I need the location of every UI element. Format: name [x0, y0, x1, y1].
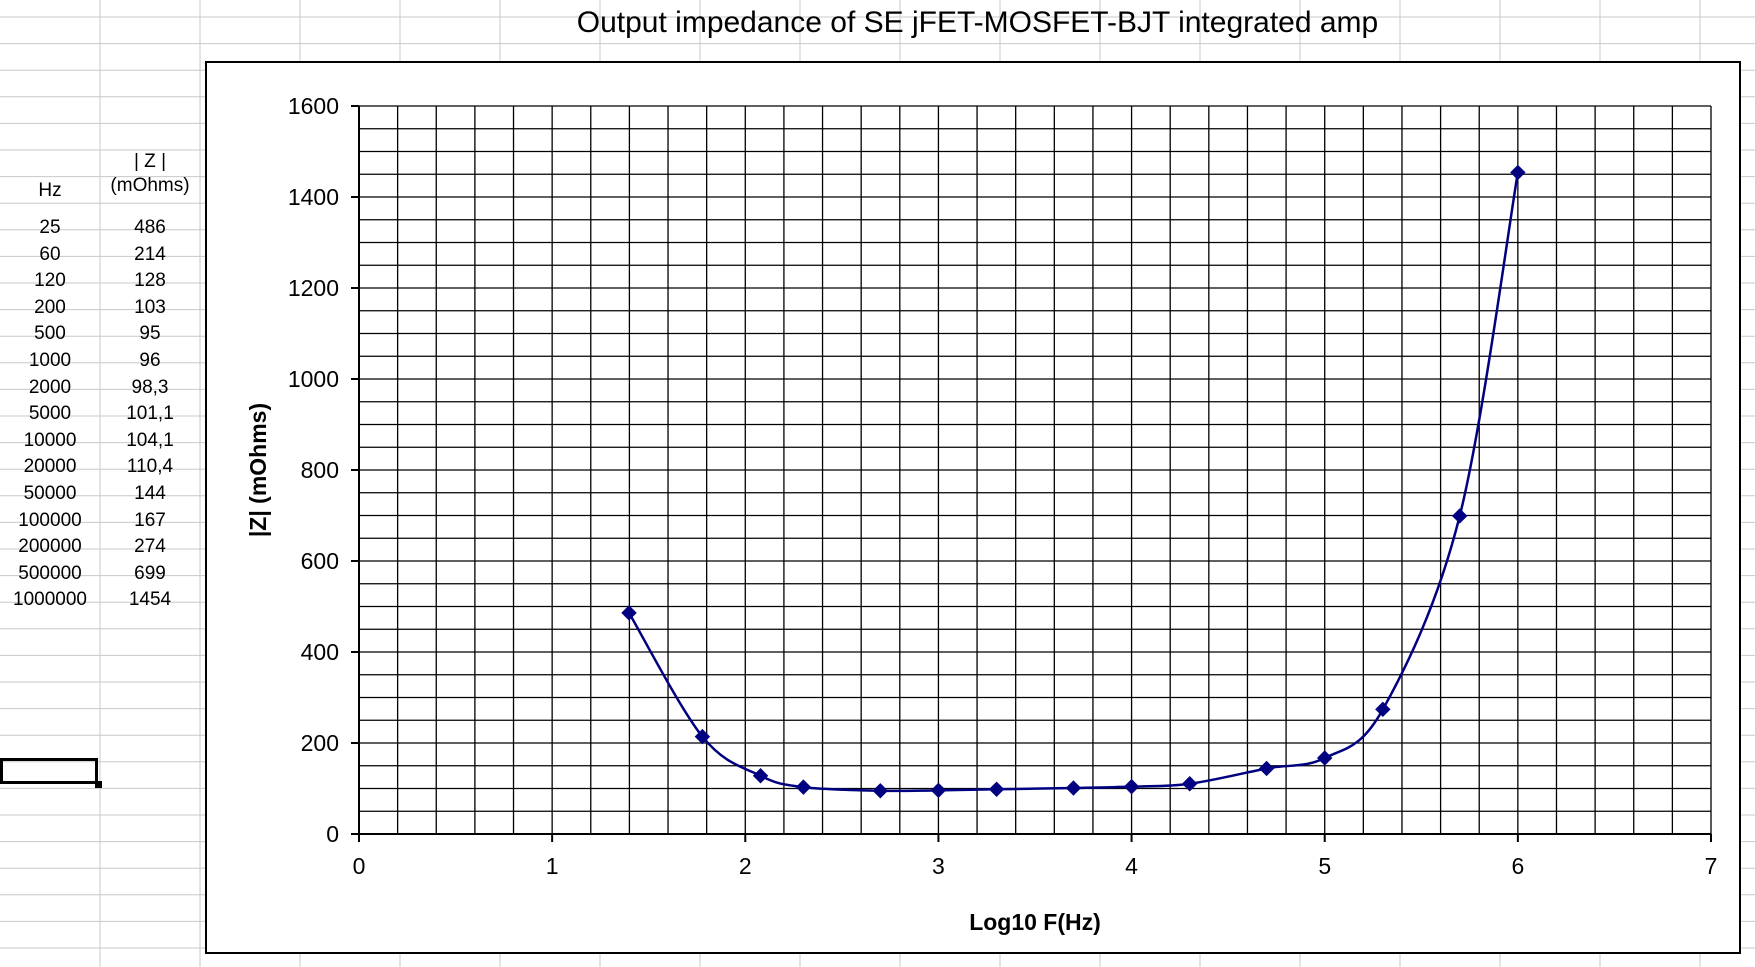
y-tick-label: 400	[301, 639, 339, 665]
table-cell-hz[interactable]: 200000	[18, 536, 82, 558]
table-cell-impedance[interactable]: 144	[134, 483, 166, 504]
data-point-marker	[1510, 164, 1526, 181]
y-tick-label: 1000	[288, 366, 339, 392]
table-cell-impedance[interactable]: 95	[139, 323, 161, 345]
column-header-impedance: | Z | (mOhms)	[100, 150, 200, 198]
x-tick-label: 3	[932, 853, 945, 879]
y-axis-label: |Z| (mOhms)	[245, 403, 271, 537]
table-cell-hz[interactable]: 200	[34, 296, 66, 318]
table-cell-impedance[interactable]: 167	[134, 509, 166, 531]
table-cell-impedance[interactable]: 1454	[128, 589, 172, 611]
column-header-impedance-line2: (mOhms)	[110, 175, 190, 196]
fill-handle[interactable]	[95, 781, 102, 788]
selected-cell[interactable]	[0, 758, 98, 784]
data-point-marker	[1065, 780, 1082, 796]
table-cell-impedance[interactable]: 101,1	[126, 403, 174, 425]
data-point-marker	[988, 781, 1005, 797]
table-cell-impedance[interactable]: 98,3	[131, 376, 169, 398]
x-tick-label: 0	[353, 853, 366, 879]
table-cell-hz[interactable]: 25	[39, 217, 61, 238]
data-point-marker	[872, 783, 889, 799]
table-cell-hz[interactable]: 500000	[18, 562, 82, 584]
table-cell-hz[interactable]: 50000	[23, 483, 77, 504]
table-cell-impedance[interactable]: 96	[139, 350, 161, 371]
table-cell-impedance[interactable]: 274	[134, 536, 166, 558]
x-tick-label: 2	[739, 853, 752, 879]
data-point-marker	[930, 782, 947, 799]
table-cell-impedance[interactable]: 214	[134, 243, 166, 265]
y-tick-label: 0	[326, 821, 339, 847]
data-point-marker	[1258, 760, 1275, 777]
y-tick-label: 1600	[288, 93, 339, 119]
table-cell-hz[interactable]: 500	[34, 323, 66, 345]
data-point-marker	[1182, 776, 1198, 792]
data-point-marker	[752, 768, 769, 784]
data-point-marker	[694, 728, 711, 745]
y-tick-label: 200	[301, 730, 339, 756]
table-cell-hz[interactable]: 1000000	[13, 589, 87, 611]
data-point-marker	[1123, 778, 1140, 795]
table-cell-hz[interactable]: 100000	[18, 509, 82, 531]
x-axis-label: Log10 F(Hz)	[969, 909, 1101, 935]
y-tick-label: 800	[301, 457, 339, 483]
data-point-marker	[795, 779, 812, 795]
table-cell-impedance[interactable]: 699	[134, 562, 166, 584]
y-tick-label: 600	[301, 548, 339, 574]
x-tick-label: 4	[1125, 853, 1138, 879]
table-cell-hz[interactable]: 5000	[28, 403, 72, 425]
column-header-impedance-line1: | Z |	[133, 151, 167, 172]
table-cell-hz[interactable]: 120	[34, 270, 66, 292]
data-point-marker	[1452, 508, 1468, 524]
series-line	[627, 172, 1520, 793]
x-tick-label: 7	[1705, 853, 1718, 879]
data-point-marker	[1375, 701, 1391, 718]
table-cell-impedance[interactable]: 103	[134, 296, 166, 318]
table-cell-hz[interactable]: 60	[39, 243, 61, 265]
table-cell-hz[interactable]: 1000	[28, 350, 72, 371]
column-header-hz: Hz	[38, 180, 62, 201]
gridlines	[358, 105, 1712, 835]
y-tick-label: 1400	[288, 184, 339, 210]
data-point-marker	[621, 605, 637, 621]
table-cell-hz[interactable]: 20000	[23, 456, 77, 478]
table-cell-hz[interactable]: 10000	[23, 429, 77, 451]
table-cell-impedance[interactable]: 110,4	[126, 456, 174, 478]
chart-title: Output impedance of SE jFET-MOSFET-BJT i…	[576, 6, 1379, 39]
data-point-marker	[1317, 750, 1333, 766]
x-tick-label: 1	[546, 853, 559, 879]
table-cell-impedance[interactable]: 486	[134, 217, 166, 238]
table-cell-hz[interactable]: 2000	[28, 376, 72, 398]
table-cell-impedance[interactable]: 104,1	[126, 429, 174, 451]
y-tick-label: 1200	[288, 275, 339, 301]
table-cell-impedance[interactable]: 128	[134, 270, 166, 292]
x-tick-label: 5	[1318, 853, 1331, 879]
x-tick-label: 6	[1511, 853, 1524, 879]
